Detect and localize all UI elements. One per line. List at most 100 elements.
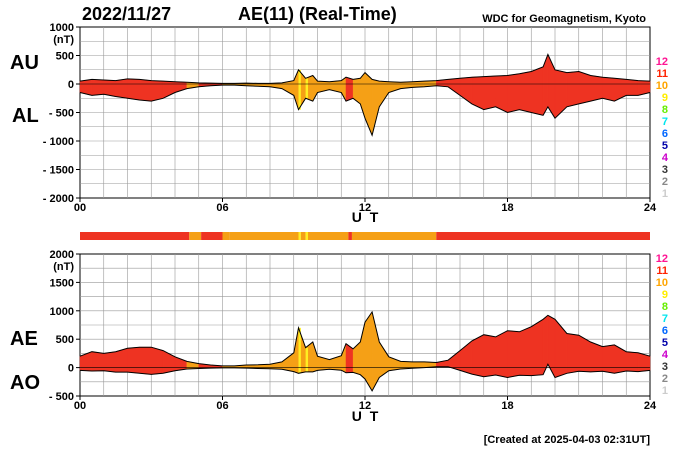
area-segment	[626, 79, 639, 96]
chart-title: AE(11) (Real-Time)	[238, 4, 397, 24]
x-tick-label: 00	[74, 202, 86, 214]
area-segment	[519, 71, 532, 113]
area-segment	[566, 71, 579, 108]
legend-count-4: 4	[662, 349, 669, 361]
area-segment	[602, 344, 615, 374]
ae-ao-xlabel: U T	[352, 408, 381, 424]
station-count-segment	[436, 232, 650, 240]
station-count-segment	[300, 232, 306, 240]
area-segment	[519, 326, 532, 376]
station-count-segment	[229, 232, 299, 240]
legend-count-5: 5	[662, 140, 668, 152]
legend-count-1: 1	[662, 385, 668, 397]
station-count-segment	[80, 232, 190, 240]
area-segment	[139, 346, 152, 375]
legend-count-10: 10	[656, 80, 668, 92]
y-tick-label: 1000	[50, 22, 74, 34]
station-count-segment	[222, 232, 230, 240]
area-segment	[139, 79, 152, 102]
legend-count-11: 11	[656, 265, 668, 277]
series-line-au	[79, 53, 651, 84]
area-segment	[531, 318, 544, 376]
legend-count-9: 9	[662, 92, 668, 104]
area-segment	[115, 78, 128, 99]
x-tick-label: 12	[359, 202, 371, 214]
area-segment	[531, 66, 544, 116]
y-tick-label: 500	[56, 334, 74, 346]
y-tick-label: - 1000	[43, 136, 74, 148]
series-line-ae	[79, 310, 651, 367]
area-segment	[345, 76, 354, 102]
y-tick-label: 500	[56, 51, 74, 63]
area-segment	[151, 346, 164, 375]
area-segment	[483, 75, 496, 110]
ae-side-label: AE	[10, 328, 38, 350]
legend-count-5: 5	[662, 337, 668, 349]
station-count-segment	[201, 232, 223, 240]
legend-count-12: 12	[656, 56, 668, 68]
institution-label: WDC for Geomagnetism, Kyoto	[482, 13, 646, 25]
legend-count-1: 1	[662, 188, 668, 200]
area-segment	[364, 311, 373, 392]
y-tick-label: 1000	[50, 306, 74, 318]
legend-count-6: 6	[662, 128, 668, 140]
legend-count-3: 3	[662, 361, 668, 373]
x-tick-label: 18	[501, 202, 513, 214]
area-segment	[495, 330, 508, 378]
area-segment	[590, 75, 603, 102]
x-tick-label: 24	[644, 400, 657, 412]
legend-count-4: 4	[662, 152, 669, 164]
y-tick-label: - 2000	[43, 193, 74, 205]
legend-count-12: 12	[656, 253, 668, 265]
legend-count-3: 3	[662, 164, 668, 176]
area-segment	[483, 334, 496, 377]
legend-count-7: 7	[662, 116, 668, 128]
x-tick-label: 06	[216, 202, 228, 214]
legend-count-8: 8	[662, 104, 668, 116]
area-segment	[495, 75, 508, 113]
date-label: 2022/11/27	[82, 4, 171, 24]
al-side-label: AL	[12, 105, 39, 127]
area-mark-9-stations	[298, 69, 301, 110]
area-mark-9-stations	[298, 327, 301, 374]
area-segment	[115, 347, 128, 373]
area-segment	[103, 79, 116, 97]
station-count-segment	[305, 232, 308, 240]
area-segment	[91, 79, 104, 96]
au-al-unit-label: (nT)	[53, 34, 74, 46]
x-tick-label: 24	[644, 202, 657, 214]
x-tick-label: 06	[216, 400, 228, 412]
created-timestamp: [Created at 2025-04-03 02:31UT]	[484, 434, 651, 446]
series-line-ao	[79, 363, 651, 392]
legend-count-9: 9	[662, 289, 668, 301]
station-count-segment	[351, 232, 437, 240]
area-segment	[578, 71, 591, 105]
station-count-segment	[308, 232, 349, 240]
station-count-segment	[298, 232, 301, 240]
station-count-bar	[80, 232, 650, 240]
ae-ao-unit-label: (nT)	[53, 261, 74, 273]
legend-count-8: 8	[662, 301, 668, 313]
legend-count-2: 2	[662, 373, 668, 385]
area-segment	[127, 78, 140, 101]
area-segment	[602, 76, 615, 102]
y-tick-label: 0	[68, 79, 74, 91]
station-count-segment	[189, 232, 202, 240]
y-tick-label: - 500	[49, 391, 74, 403]
y-tick-label: 1500	[50, 277, 74, 289]
area-segment	[151, 80, 164, 102]
area-segment	[471, 334, 484, 377]
series-line-al	[79, 84, 651, 137]
area-mark-9-stations	[305, 347, 308, 372]
area-segment	[626, 351, 639, 372]
legend-count-2: 2	[662, 176, 668, 188]
y-tick-label: 2000	[50, 249, 74, 261]
area-segment	[507, 330, 520, 378]
area-segment	[127, 346, 140, 374]
